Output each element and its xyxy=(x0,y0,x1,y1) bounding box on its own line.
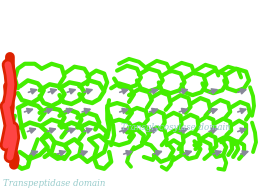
Text: Transglycosylase domain: Transglycosylase domain xyxy=(121,123,231,132)
Text: Transpeptidase domain: Transpeptidase domain xyxy=(3,179,105,187)
